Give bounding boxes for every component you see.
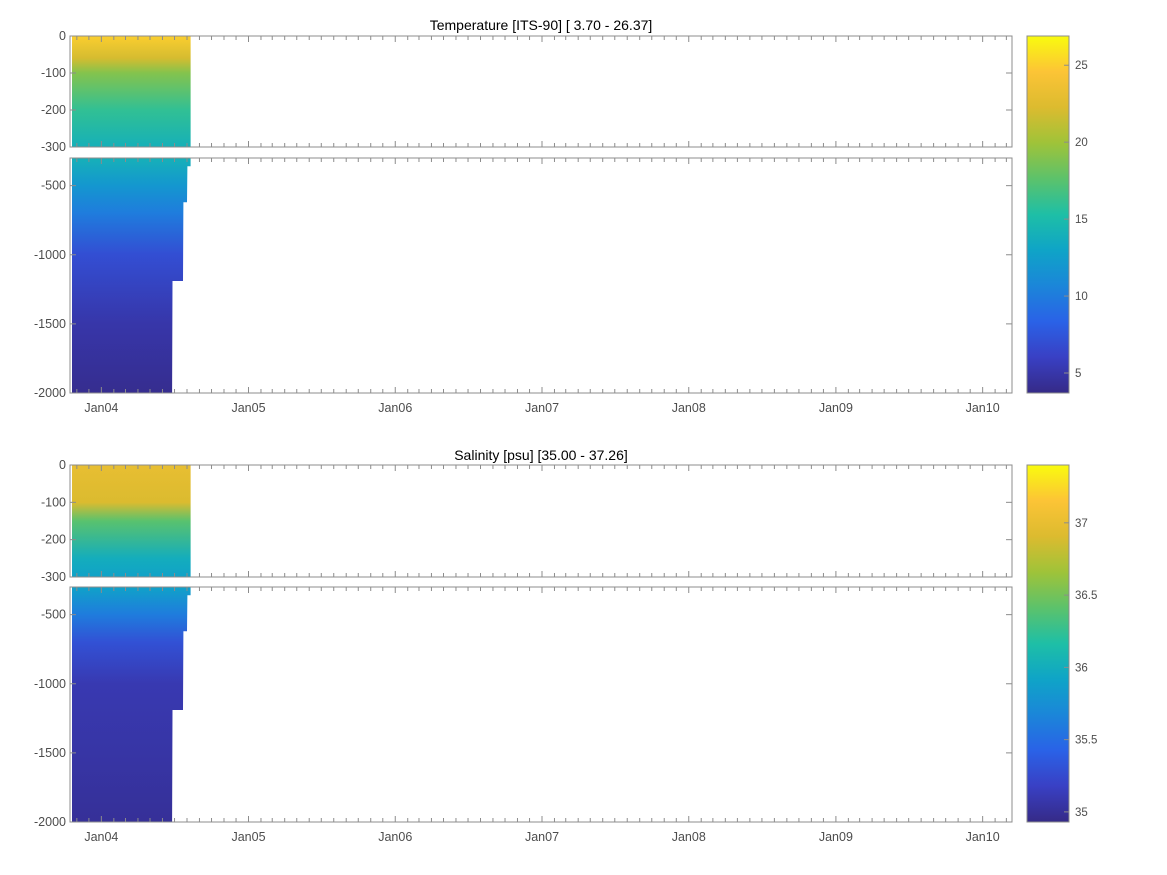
temperature-x-tick-label: Jan08 [672, 401, 706, 415]
salinity-colorbar-tick-label: 35 [1075, 807, 1088, 819]
salinity-colorbar-tick-label: 36.5 [1075, 590, 1097, 602]
temperature-upper-axes-frame [69, 35, 1013, 148]
salinity-upper-field [72, 465, 191, 577]
temperature-colorbar-tick-label: 10 [1075, 291, 1088, 303]
salinity-y-tick-label: -1000 [34, 677, 66, 691]
salinity-upper-axes-frame [69, 464, 1013, 578]
salinity-x-tick-label: Jan09 [819, 830, 853, 844]
temperature-y-tick-label: -2000 [34, 386, 66, 400]
temperature-x-tick-label: Jan05 [231, 401, 265, 415]
temperature-upper-field [72, 36, 191, 147]
salinity-y-tick-label: -2000 [34, 815, 66, 829]
temperature-x-tick-label: Jan06 [378, 401, 412, 415]
temperature-y-tick-label: -1000 [34, 248, 66, 262]
temperature-x-tick-label: Jan09 [819, 401, 853, 415]
temperature-colorbar-tick-label: 20 [1075, 137, 1088, 149]
salinity-x-tick-label: Jan05 [231, 830, 265, 844]
salinity-x-tick-label: Jan06 [378, 830, 412, 844]
temperature-y-tick-label: -100 [41, 66, 66, 80]
salinity-y-tick-label: -300 [41, 570, 66, 584]
temperature-lower-field [72, 158, 191, 393]
salinity-lower-field [72, 587, 191, 822]
temperature-lower-axes-frame [69, 157, 1013, 394]
temperature-chart: Jan04 Jan05 Jan06 Jan07 Jan08 Jan09 Jan10 0 -100… [34, 17, 1088, 415]
temperature-x-tick-label: Jan10 [966, 401, 1000, 415]
temperature-y-tick-label: -300 [41, 140, 66, 154]
salinity-y-tick-label: -100 [41, 495, 66, 509]
salinity-x-tick-label: Jan07 [525, 830, 559, 844]
temperature-y-tick-label: 0 [59, 29, 66, 43]
temperature-colorbar-tick-label: 15 [1075, 214, 1088, 226]
temperature-title: Temperature [ITS-90] [ 3.70 - 26.37] [430, 17, 653, 33]
temperature-x-tick-label: Jan04 [84, 401, 118, 415]
salinity-title: Salinity [psu] [35.00 - 37.26] [454, 447, 628, 463]
salinity-colorbar-tick-label: 35.5 [1075, 735, 1097, 747]
salinity-colorbar-tick-label: 37 [1075, 518, 1088, 530]
temperature-colorbar-tick-label: 5 [1075, 368, 1081, 380]
salinity-x-tick-label: Jan04 [84, 830, 118, 844]
salinity-x-tick-label: Jan08 [672, 830, 706, 844]
temperature-y-tick-label: -1500 [34, 317, 66, 331]
salinity-colorbar [1026, 464, 1070, 823]
salinity-chart: Jan04 Jan05 Jan06 Jan07 Jan08 Jan09 Jan10 0 -100… [34, 447, 1097, 844]
temperature-y-tick-label: -500 [41, 179, 66, 193]
salinity-y-tick-label: -1500 [34, 746, 66, 760]
salinity-y-tick-label: -200 [41, 533, 66, 547]
temperature-x-tick-label: Jan07 [525, 401, 559, 415]
salinity-colorbar-tick-label: 36 [1075, 662, 1088, 674]
temperature-colorbar [1026, 35, 1070, 394]
salinity-x-ticks [76, 465, 1007, 822]
temperature-y-tick-label: -200 [41, 103, 66, 117]
salinity-x-tick-label: Jan10 [966, 830, 1000, 844]
salinity-y-tick-label: 0 [59, 458, 66, 472]
salinity-lower-axes-frame [69, 586, 1013, 823]
temperature-colorbar-tick-label: 25 [1075, 60, 1088, 72]
salinity-y-tick-label: -500 [41, 608, 66, 622]
temperature-x-ticks [76, 36, 1007, 393]
